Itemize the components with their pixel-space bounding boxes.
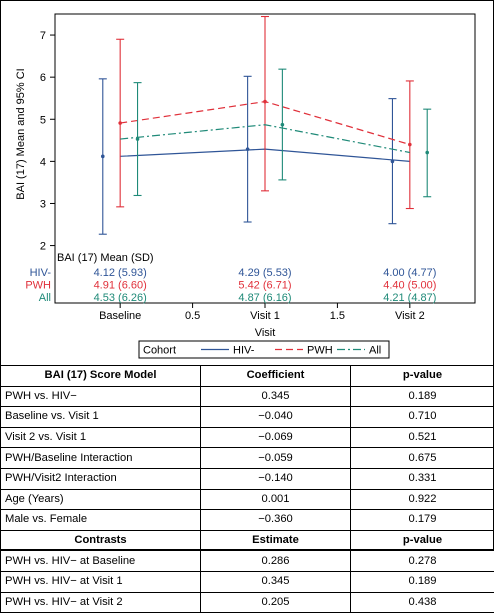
table-cell: PWH vs. HIV− at Baseline: [1, 551, 201, 572]
legend-label: HIV-: [233, 345, 255, 357]
table-cell: 0.521: [351, 427, 494, 448]
table-cell: −0.360: [201, 510, 351, 531]
mean-marker: [118, 121, 122, 125]
table-cell: Age (Years): [1, 489, 201, 510]
header-cell: BAI (17) Score Model: [1, 366, 201, 387]
x-tick-label: 1.5: [330, 310, 345, 322]
table-cell: 0.278: [351, 551, 494, 572]
inset-cell: 4.21 (4.87): [383, 292, 436, 304]
table-cell: PWH/Baseline Interaction: [1, 448, 201, 469]
table-cell: 0.189: [351, 386, 494, 407]
x-tick-label: Visit 2: [395, 310, 425, 322]
table-cell: PWH vs. HIV− at Visit 2: [1, 592, 201, 613]
legend-label: PWH: [307, 345, 333, 357]
mean-marker: [136, 137, 140, 141]
table-cell: PWH/Visit2 Interaction: [1, 468, 201, 489]
table-cell: Male vs. Female: [1, 510, 201, 531]
table-cell: 0.345: [201, 386, 351, 407]
mean-marker: [425, 151, 429, 155]
inset-row-label: All: [39, 292, 51, 304]
table-cell: 0.179: [351, 510, 494, 531]
table-cell: −0.040: [201, 407, 351, 428]
mean-marker: [391, 160, 395, 164]
inset-cell: 4.12 (5.93): [94, 267, 147, 279]
table-cell: Baseline vs. Visit 1: [1, 407, 201, 428]
header-cell: Contrasts: [1, 530, 201, 551]
inset-cell: 4.00 (4.77): [383, 267, 436, 279]
table-cell: −0.140: [201, 468, 351, 489]
inset-cell: 4.53 (6.26): [94, 292, 147, 304]
table-cell: 0.710: [351, 407, 494, 428]
table-cell: 0.286: [201, 551, 351, 572]
y-tick-label: 2: [40, 241, 46, 253]
mean-marker: [246, 147, 250, 151]
table-cell: 0.675: [351, 448, 494, 469]
inset-row-label: HIV-: [30, 267, 52, 279]
inset-cell: 4.29 (5.53): [238, 267, 291, 279]
y-tick-label: 3: [40, 198, 46, 210]
x-tick-label: Baseline: [99, 310, 141, 322]
mean-marker: [281, 123, 285, 127]
header-cell: Estimate: [201, 530, 351, 551]
mean-marker: [263, 100, 267, 104]
x-axis-label: Visit: [255, 327, 276, 339]
header-cell: p-value: [351, 366, 494, 387]
x-tick-label: Visit 1: [250, 310, 280, 322]
y-tick-label: 6: [40, 72, 46, 84]
table-cell: −0.059: [201, 448, 351, 469]
inset-cell: 4.91 (6.60): [94, 280, 147, 292]
table-cell: 0.001: [201, 489, 351, 510]
mean-marker: [101, 155, 105, 159]
table-cell: PWH vs. HIV−: [1, 386, 201, 407]
table-cell: 0.331: [351, 468, 494, 489]
chart-panel: 2 3 4 5 6 7 BAI (17) Mean and 95% CI BAI (17) M…: [1, 1, 493, 365]
table-cell: 0.205: [201, 592, 351, 613]
legend-title: Cohort: [143, 345, 176, 357]
y-tick-label: 5: [40, 114, 46, 126]
y-tick-label: 4: [40, 156, 46, 168]
header-cell: Coefficient: [201, 366, 351, 387]
inset-cell: 5.42 (6.71): [238, 280, 291, 292]
table-cell: PWH vs. HIV− at Visit 1: [1, 571, 201, 592]
mean-marker: [408, 143, 412, 147]
inset-cell: 4.87 (6.16): [238, 292, 291, 304]
table-cell: 0.438: [351, 592, 494, 613]
table-cell: −0.069: [201, 427, 351, 448]
table-cell: 0.345: [201, 571, 351, 592]
inset-row-label: PWH: [25, 280, 51, 292]
x-tick-label: 0.5: [185, 310, 200, 322]
header-cell: p-value: [351, 530, 494, 551]
table-cell: 0.922: [351, 489, 494, 510]
legend-box: [139, 341, 389, 358]
legend-label: All: [369, 345, 381, 357]
inset-table-title: BAI (17) Mean (SD): [57, 252, 154, 264]
inset-cell: 4.40 (5.00): [383, 280, 436, 292]
table-cell: Visit 2 vs. Visit 1: [1, 427, 201, 448]
y-tick-label: 7: [40, 30, 46, 42]
chart-svg: 2 3 4 5 6 7 BAI (17) Mean and 95% CI BAI (17) M…: [1, 1, 493, 365]
y-axis-label: BAI (17) Mean and 95% CI: [15, 68, 27, 199]
table-cell: 0.189: [351, 571, 494, 592]
